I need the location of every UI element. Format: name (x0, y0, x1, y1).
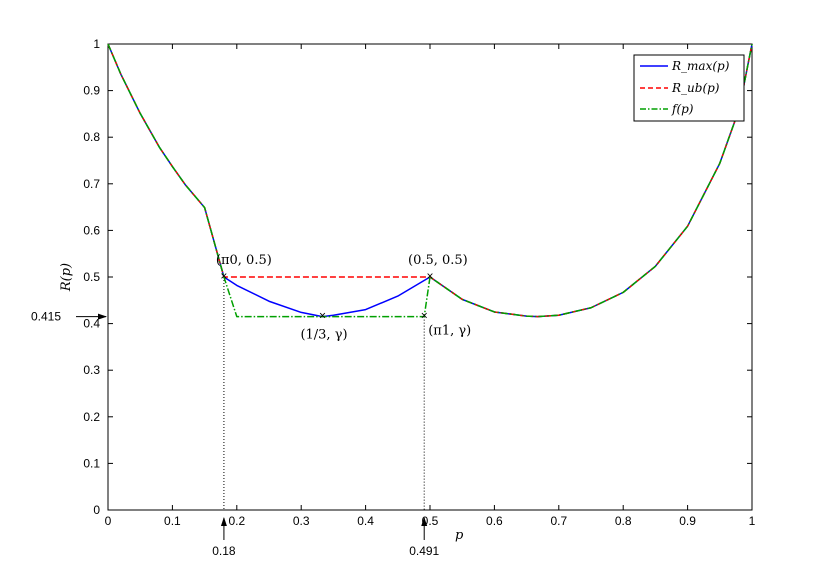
x-tick-label: 1 (749, 514, 756, 528)
y-tick-label: 0.2 (83, 410, 100, 424)
annotation-point-marker: × (319, 309, 326, 323)
legend: R_max(p) R_ub(p) f(p) (633, 54, 745, 122)
x-tick-label: 0.2 (228, 514, 245, 528)
annotation-point-marker: × (426, 269, 433, 283)
y-tick-label: 0 (93, 503, 100, 517)
annotation-label: (π1, γ) (428, 324, 471, 339)
y-tick-label: 0.3 (83, 363, 100, 377)
y-tick-label: 0.9 (83, 84, 100, 98)
x-marker-label: 0.18 (212, 544, 236, 558)
annotation-label: (1/3, γ) (300, 328, 347, 343)
y-tick-label: 1 (93, 37, 100, 51)
annotation-labels: (π0, 0.5) (0.5, 0.5) (1/3, γ) (π1, γ) (216, 253, 471, 343)
x-tick-label: 0.9 (679, 514, 696, 528)
series-line-2 (107, 43, 753, 318)
x-tick-label: 0.4 (357, 514, 374, 528)
reference-markers: 0.18 0.491 0.415 (31, 277, 440, 558)
y-tick-label: 0.5 (83, 270, 100, 284)
y-tick-label: 0.1 (83, 456, 100, 470)
legend-label-rub: R_ub(p) (671, 81, 720, 95)
x-marker-arrowhead (220, 517, 227, 526)
legend-label-f: f(p) (671, 102, 694, 116)
x-tick-label: 0 (105, 514, 112, 528)
legend-label-rmax: R_max(p) (671, 59, 730, 73)
y-tick-label: 0.8 (83, 130, 100, 144)
x-tick-label: 0.8 (615, 514, 632, 528)
x-tick-label: 0.6 (486, 514, 503, 528)
x-tick-label: 0.3 (293, 514, 310, 528)
y-tick-label: 0.6 (83, 223, 100, 237)
annotation-points: × × × × (220, 269, 433, 323)
y-marker-label: 0.415 (31, 310, 61, 324)
x-axis-label: p (455, 528, 464, 543)
x-tick-label: 0.7 (550, 514, 567, 528)
y-tick-label: 0.7 (83, 177, 100, 191)
y-marker-arrowhead (98, 313, 107, 320)
y-axis-label: R(p) (59, 263, 74, 292)
y-tick-label: 0.4 (83, 317, 100, 331)
annotation-label: (π0, 0.5) (216, 253, 272, 268)
annotation-point-marker: × (220, 269, 227, 283)
x-tick-label: 0.1 (164, 514, 181, 528)
x-marker-label: 0.491 (409, 544, 439, 558)
annotation-label: (0.5, 0.5) (408, 253, 468, 268)
x-marker-arrowhead (421, 517, 428, 526)
annotation-point-marker: × (421, 309, 428, 323)
series-lines (107, 43, 753, 318)
